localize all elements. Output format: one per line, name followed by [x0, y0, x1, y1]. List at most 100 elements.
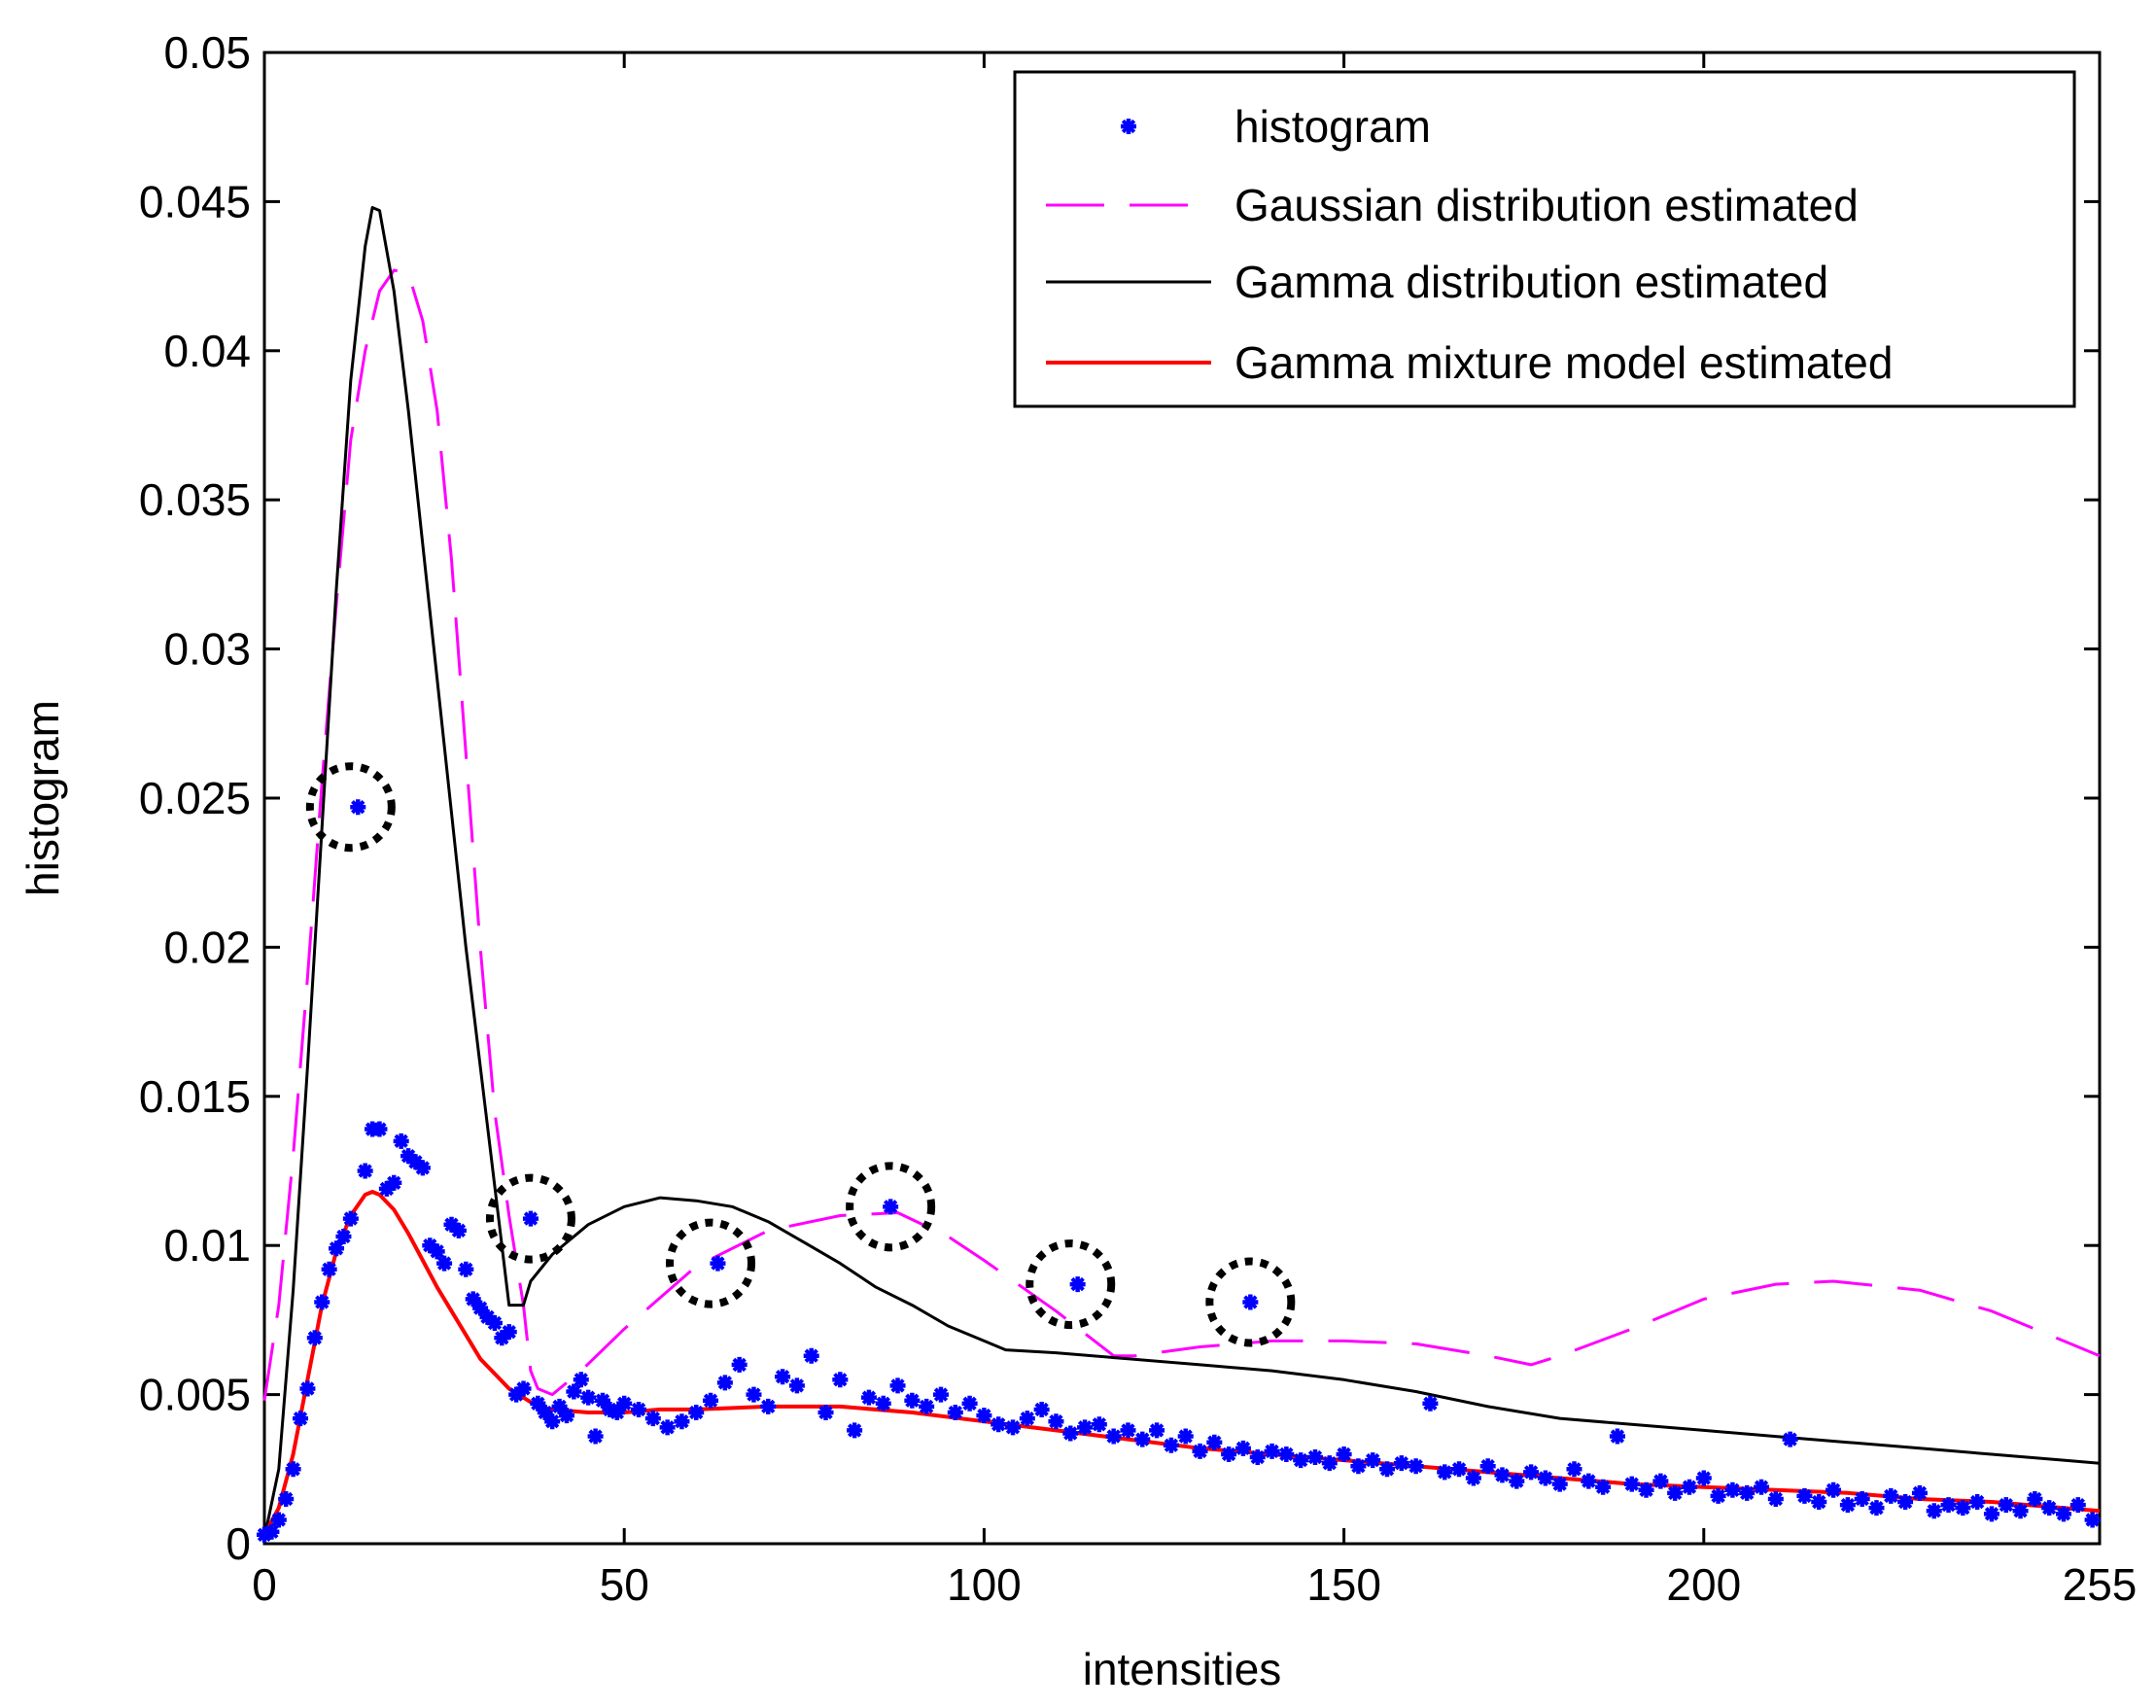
- legend-label: histogram: [1234, 101, 1431, 152]
- histogram-point: [1724, 1481, 1741, 1498]
- gamma-line: [262, 206, 2101, 1539]
- x-axis-label: intensities: [1083, 1644, 1282, 1694]
- x-tick-label: 150: [1306, 1559, 1381, 1610]
- histogram-point: [314, 1294, 330, 1310]
- gaussian-line: [262, 268, 2101, 1401]
- y-tick-label: 0.015: [139, 1071, 251, 1122]
- histogram-point: [947, 1405, 963, 1421]
- histogram-point: [335, 1229, 352, 1244]
- histogram-point: [1826, 1481, 1842, 1498]
- x-tick-label: 0: [252, 1559, 277, 1610]
- histogram-point: [1249, 1449, 1266, 1466]
- y-tick-label: 0.04: [163, 326, 251, 376]
- histogram-point: [1638, 1481, 1654, 1498]
- histogram-point: [932, 1386, 949, 1403]
- y-tick-label: 0.03: [163, 624, 251, 675]
- histogram-point: [1306, 1449, 1323, 1466]
- histogram-point: [609, 1405, 625, 1421]
- histogram-point: [342, 1210, 359, 1227]
- histogram-point: [1293, 1452, 1309, 1469]
- histogram-point: [832, 1372, 849, 1388]
- histogram-point: [1782, 1431, 1798, 1447]
- histogram-point: [1019, 1411, 1035, 1427]
- legend-label: Gamma distribution estimated: [1234, 257, 1828, 307]
- histogram-point: [919, 1398, 935, 1414]
- histogram-point: [1192, 1443, 1208, 1459]
- histogram-point: [1494, 1467, 1511, 1483]
- histogram-point: [875, 1395, 891, 1412]
- histogram-point: [2084, 1512, 2101, 1528]
- histogram-point: [472, 1300, 489, 1316]
- histogram-point: [1854, 1490, 1870, 1507]
- histogram-point: [1623, 1476, 1640, 1492]
- histogram-point: [1437, 1464, 1453, 1481]
- histogram-point: [1321, 1455, 1338, 1472]
- histogram-point: [429, 1243, 445, 1260]
- legend-item-mixture: Gamma mixture model estimated: [1046, 337, 1893, 388]
- y-tick-label: 0: [226, 1518, 251, 1569]
- histogram-point: [674, 1413, 690, 1430]
- histogram-point: [1479, 1458, 1496, 1475]
- histogram-point: [465, 1291, 481, 1307]
- histogram-point: [631, 1401, 647, 1417]
- histogram-point: [775, 1369, 791, 1385]
- histogram-point: [1667, 1484, 1684, 1501]
- histogram-point: [544, 1413, 561, 1430]
- histogram-point: [270, 1512, 287, 1528]
- annotation-circle: [485, 1173, 575, 1264]
- histogram-point: [2012, 1503, 2029, 1519]
- histogram-point: [1062, 1425, 1079, 1442]
- histogram-point: [1551, 1476, 1568, 1492]
- histogram-point: [357, 1163, 373, 1179]
- histogram-point: [961, 1395, 978, 1412]
- histogram-point: [458, 1261, 474, 1277]
- annotation-circle: [305, 762, 396, 853]
- histogram-point: [1336, 1446, 1352, 1462]
- annotation-circle: [666, 1218, 756, 1308]
- y-tick-label: 0.045: [139, 176, 251, 227]
- histogram-point: [1983, 1506, 2000, 1522]
- histogram-point: [1710, 1487, 1726, 1504]
- histogram-point: [1393, 1455, 1409, 1472]
- histogram-point: [1149, 1422, 1165, 1439]
- histogram-point: [688, 1405, 705, 1421]
- histogram-point: [889, 1377, 906, 1394]
- y-tick-label: 0.02: [163, 922, 251, 972]
- histogram-point: [1754, 1479, 1770, 1495]
- tick-marks: [262, 51, 2102, 1546]
- histogram-point: [1234, 1440, 1251, 1456]
- histogram-point: [847, 1422, 863, 1439]
- histogram-point: [278, 1490, 295, 1507]
- tick-labels: 0 50 100 150 200 255 0 0.005 0.01 0.015 0.02 0.025 0…: [139, 27, 2138, 1610]
- histogram-point: [580, 1389, 597, 1406]
- annotation-circle: [1026, 1239, 1116, 1330]
- histogram-point: [573, 1372, 589, 1388]
- histogram-point: [1969, 1494, 1986, 1511]
- legend-item-histogram: histogram: [1121, 101, 1431, 152]
- histogram-point: [1839, 1497, 1856, 1514]
- histogram-point: [1264, 1443, 1280, 1459]
- histogram-point: [486, 1314, 503, 1331]
- legend: histogram Gaussian distribution estimated…: [1013, 70, 2076, 408]
- histogram-point: [2069, 1497, 2086, 1514]
- histogram-point: [1048, 1413, 1064, 1430]
- histogram-point: [285, 1461, 301, 1478]
- histogram-point: [1451, 1461, 1468, 1478]
- histogram-point: [1408, 1458, 1424, 1475]
- histogram-point: [904, 1392, 921, 1409]
- histogram-point: [1566, 1461, 1582, 1478]
- histogram-point: [1465, 1470, 1481, 1486]
- histogram-point: [1739, 1484, 1756, 1501]
- histogram-point: [1120, 1422, 1136, 1439]
- histogram-point: [1069, 1276, 1086, 1293]
- annotation-circles: [305, 762, 1296, 1347]
- histogram-point: [2027, 1490, 2043, 1507]
- histogram-point: [321, 1261, 337, 1277]
- histogram-point: [1811, 1494, 1827, 1511]
- y-tick-label: 0.05: [163, 27, 251, 78]
- histogram-point: [1163, 1437, 1179, 1453]
- legend-box: [1013, 70, 2076, 408]
- histogram-point: [515, 1380, 532, 1397]
- y-tick-label: 0.025: [139, 773, 251, 823]
- histogram-point: [386, 1174, 402, 1191]
